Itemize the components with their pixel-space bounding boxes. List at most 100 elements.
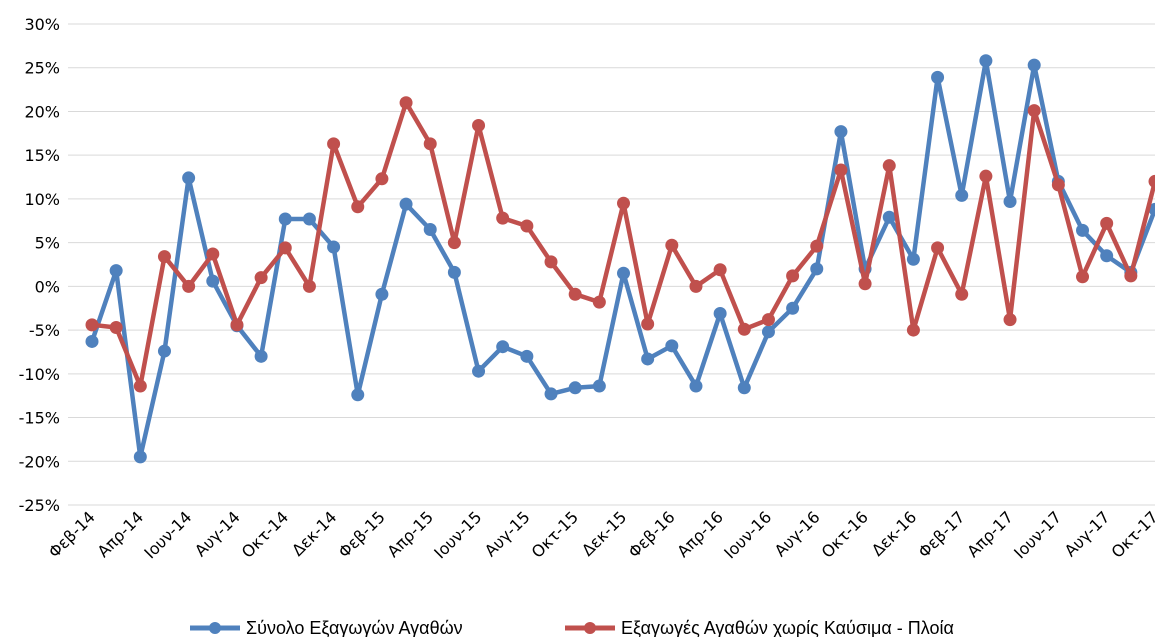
legend-item-series-1: Σύνολο Εξαγωγών Αγαθών — [190, 618, 463, 637]
x-tick-label: Δεκ-15 — [578, 507, 630, 559]
data-point — [254, 349, 268, 363]
data-point — [496, 211, 510, 225]
data-point — [278, 241, 292, 255]
x-tick-label: Αυγ-16 — [771, 507, 824, 560]
y-tick-label: 5% — [35, 234, 60, 253]
data-point — [761, 325, 775, 339]
series-layer — [85, 54, 1155, 464]
data-point — [737, 322, 751, 336]
x-tick-label: Απρ-15 — [383, 507, 437, 561]
data-point — [1003, 313, 1017, 327]
data-point — [810, 239, 824, 253]
legend-item-series-2: Εξαγωγές Αγαθών χωρίς Καύσιμα - Πλοία — [565, 618, 954, 637]
data-point — [1124, 269, 1138, 283]
y-tick-label: -25% — [19, 496, 60, 515]
x-tick-label: Οκτ-15 — [528, 507, 582, 561]
data-point — [206, 247, 220, 261]
data-point — [327, 137, 341, 151]
data-point — [133, 450, 147, 464]
y-axis-tick-labels: 30% 25% 20% 15% 10% 5% 0% -5% -10% -15% -20% -25% — [19, 15, 60, 515]
data-point — [230, 318, 244, 332]
data-point — [689, 379, 703, 393]
legend-label: Εξαγωγές Αγαθών χωρίς Καύσιμα - Πλοία — [621, 618, 954, 637]
series-line — [89, 58, 1155, 460]
data-point — [592, 295, 606, 309]
data-point — [1148, 174, 1155, 188]
data-point — [399, 197, 413, 211]
series-2 — [85, 96, 1155, 393]
data-point — [834, 125, 848, 139]
legend: Σύνολο Εξαγωγών Αγαθών Εξαγωγές Αγαθών χ… — [190, 618, 954, 637]
x-tick-label: Δεκ-14 — [288, 507, 340, 559]
data-point — [979, 54, 993, 68]
y-tick-label: -20% — [19, 452, 60, 471]
x-tick-label: Οκτ-14 — [238, 507, 292, 561]
data-point — [906, 252, 920, 266]
x-tick-label: Δεκ-16 — [868, 507, 920, 559]
y-tick-label: 10% — [24, 190, 60, 209]
x-tick-label: Αυγ-17 — [1061, 507, 1114, 560]
data-point — [157, 250, 171, 264]
data-point — [1051, 178, 1065, 192]
data-point — [85, 334, 99, 348]
legend-label: Σύνολο Εξαγωγών Αγαθών — [246, 618, 463, 637]
x-tick-label: Ιουν-14 — [140, 507, 195, 562]
gridlines — [68, 23, 1155, 506]
data-point — [931, 70, 945, 84]
data-point — [641, 317, 655, 331]
data-point — [882, 159, 896, 173]
y-tick-label: 30% — [24, 15, 60, 34]
data-point — [786, 269, 800, 283]
x-tick-label: Φεβ-14 — [45, 507, 99, 561]
data-point — [399, 96, 413, 110]
legend-swatch-marker — [584, 622, 596, 634]
data-point — [810, 262, 824, 276]
data-point — [327, 240, 341, 254]
x-axis-tick-labels: Φεβ-14Απρ-14Ιουν-14Αυγ-14Οκτ-14Δεκ-14Φεβ… — [45, 507, 1155, 562]
data-point — [1076, 270, 1090, 284]
data-point — [109, 264, 123, 278]
data-point — [302, 279, 316, 293]
data-point — [182, 171, 196, 185]
x-tick-label: Απρ-16 — [673, 507, 727, 561]
data-point — [858, 277, 872, 291]
data-point — [278, 212, 292, 226]
x-tick-label: Οκτ-16 — [818, 507, 872, 561]
data-point — [133, 379, 147, 393]
y-tick-label: -5% — [29, 321, 60, 340]
data-point — [447, 265, 461, 279]
legend-swatch-marker — [209, 622, 221, 634]
data-point — [955, 188, 969, 202]
data-point — [447, 236, 461, 250]
x-tick-label: Αυγ-14 — [191, 507, 244, 560]
data-point — [737, 381, 751, 395]
data-point — [520, 219, 534, 233]
y-tick-label: -15% — [19, 409, 60, 428]
y-tick-label: -10% — [19, 365, 60, 384]
data-point — [568, 381, 582, 395]
data-point — [617, 266, 630, 280]
data-point — [1100, 249, 1114, 263]
data-point — [520, 349, 534, 363]
x-tick-label: Οκτ-17 — [1108, 507, 1155, 561]
y-tick-label: 15% — [24, 146, 60, 165]
data-point — [1027, 104, 1041, 118]
data-point — [496, 340, 510, 354]
data-point — [206, 274, 220, 288]
data-point — [713, 306, 727, 320]
series-1 — [85, 54, 1155, 464]
data-point — [931, 241, 945, 255]
data-point — [375, 172, 389, 186]
data-point — [713, 263, 727, 277]
data-point — [423, 137, 437, 151]
x-tick-label: Φεβ-16 — [624, 507, 678, 561]
data-point — [423, 223, 437, 237]
data-point — [1027, 58, 1041, 72]
data-point — [351, 200, 365, 214]
data-point — [375, 287, 389, 301]
data-point — [882, 210, 896, 224]
x-tick-label: Ιουν-17 — [1010, 507, 1065, 562]
x-tick-label: Φεβ-17 — [914, 507, 968, 561]
x-tick-label: Ιουν-15 — [430, 507, 485, 562]
